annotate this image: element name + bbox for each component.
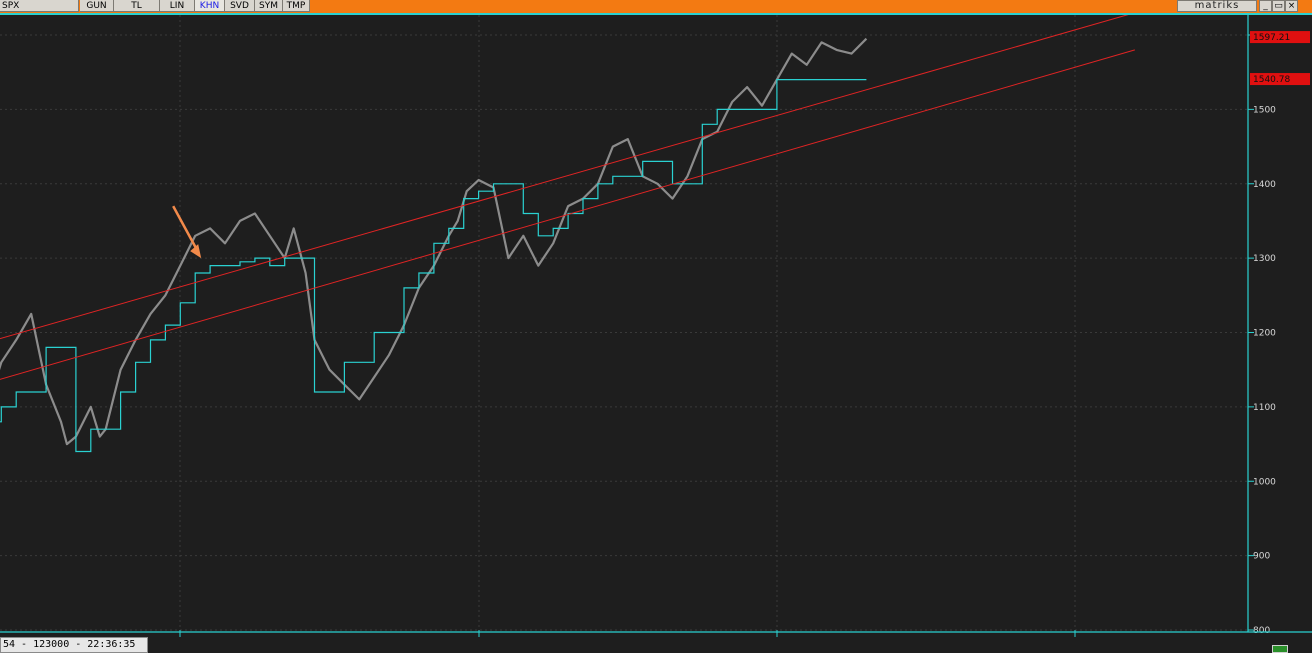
price-tag-label: 1597.21	[1253, 33, 1290, 43]
annotation-arrow	[172, 205, 200, 253]
restore-button[interactable]: ▭	[1272, 0, 1285, 12]
symbol-field[interactable]: SPX	[0, 0, 79, 12]
y-tick-label: 1000	[1253, 477, 1276, 487]
lin-button[interactable]: LIN	[160, 0, 195, 12]
trailing-stop-line	[0, 79, 867, 453]
gun-button[interactable]: GUN	[80, 0, 114, 12]
y-tick-label: 1300	[1253, 254, 1276, 264]
price-series-line	[0, 37, 868, 446]
tmp-button[interactable]: TMP	[283, 0, 310, 12]
channel-lower-line	[0, 49, 1135, 380]
brand-logo: matriks	[1177, 0, 1257, 12]
y-tick-label: 900	[1253, 552, 1270, 562]
y-tick-label: 1500	[1253, 105, 1276, 115]
khn-button[interactable]: KHN	[195, 0, 225, 12]
close-button[interactable]: ×	[1285, 0, 1298, 12]
refresh-icon[interactable]	[1272, 645, 1288, 653]
toolbar: SPX GUN TL LIN KHN SVD SYM TMP matriks _…	[0, 0, 1312, 13]
tl-button[interactable]: TL	[114, 0, 160, 12]
price-tag	[1250, 31, 1310, 44]
plot-background	[0, 15, 1312, 637]
svd-button[interactable]: SVD	[225, 0, 255, 12]
chart-top-border	[0, 13, 1312, 15]
channel-upper-line	[0, 15, 1129, 340]
price-tag	[1250, 73, 1310, 86]
minimize-button[interactable]: _	[1259, 0, 1272, 12]
y-tick-label: 1400	[1253, 180, 1276, 190]
sym-button[interactable]: SYM	[255, 0, 283, 12]
y-tick-label: 800	[1253, 626, 1270, 636]
y-tick-label: 1200	[1253, 329, 1276, 339]
y-tick-label: 1100	[1253, 403, 1276, 413]
status-readout: 54 - 123000 - 22:36:35	[0, 637, 148, 653]
price-chart[interactable]: 8009001000110012001300140015001600101112…	[0, 15, 1312, 637]
price-tag-label: 1540.78	[1253, 75, 1290, 85]
annotation-arrow-head	[190, 244, 202, 259]
